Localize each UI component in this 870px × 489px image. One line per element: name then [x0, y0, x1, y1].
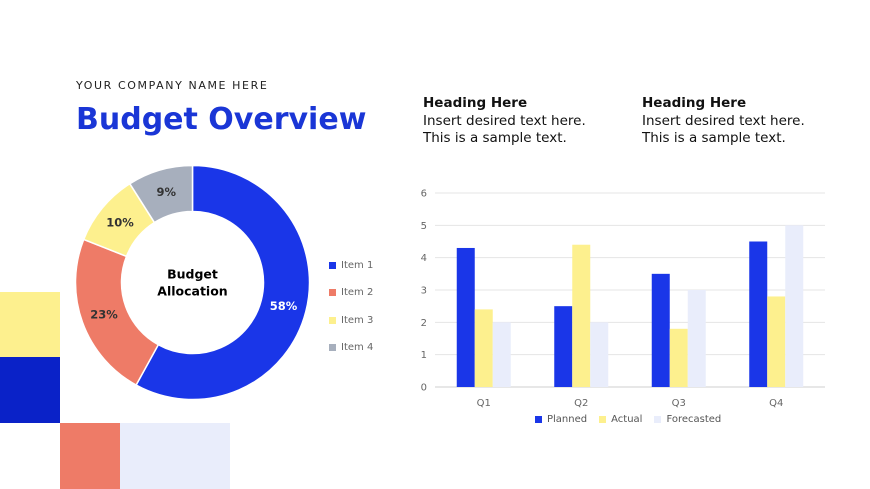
donut-data-label: 58%	[270, 299, 298, 313]
bar-legend: Planned Actual Forecasted	[535, 414, 733, 425]
x-tick-label: Q2	[574, 398, 588, 409]
legend-label: Item 4	[341, 342, 374, 354]
bar-forecasted	[785, 225, 804, 387]
bar-legend-item: Forecasted	[654, 414, 721, 425]
donut-legend-item: Item 3	[329, 307, 373, 334]
donut-slice	[128, 164, 194, 224]
legend-swatch	[329, 262, 336, 270]
donut-data-label: 10%	[106, 216, 134, 230]
bar-forecasted	[590, 322, 609, 387]
bar-actual	[572, 244, 591, 387]
legend-swatch	[599, 416, 607, 423]
donut-chart: 58% 23% 10% 9% Budget Allocation	[74, 164, 311, 401]
x-tick-label: Q1	[477, 398, 491, 409]
legend-label: Item 1	[341, 260, 374, 272]
x-tick-label: Q4	[769, 398, 783, 409]
company-name: YOUR COMPANY NAME HERE	[76, 79, 269, 92]
y-tick-label: 0	[421, 383, 427, 394]
decor-lavender-block	[120, 423, 230, 489]
text-block-line: This is a sample text.	[423, 130, 567, 146]
donut-legend-item: Item 1	[329, 252, 373, 279]
donut-data-label: 23%	[90, 307, 118, 321]
donut-center-label: Allocation	[157, 284, 227, 299]
text-block-1: Heading Here Insert desired text here. T…	[423, 95, 586, 148]
y-tick-label: 3	[421, 286, 427, 297]
bar-forecasted	[687, 290, 706, 387]
y-tick-label: 2	[421, 318, 427, 329]
bar-legend-item: Planned	[535, 414, 587, 425]
bar-planned	[554, 306, 573, 387]
y-tick-label: 6	[421, 189, 427, 200]
bar-forecasted	[492, 322, 511, 387]
bar-chart: 0 1 2 3 4 5 6 Q1 Q2 Q3 Q4	[421, 189, 825, 409]
donut-legend-item: Item 4	[329, 334, 373, 361]
text-block-2: Heading Here Insert desired text here. T…	[642, 95, 805, 148]
legend-swatch	[535, 416, 542, 423]
text-block-heading: Heading Here	[423, 95, 528, 111]
text-block-line: Insert desired text here.	[423, 112, 586, 129]
y-tick-label: 1	[421, 350, 427, 361]
bar-planned	[456, 247, 475, 387]
donut-center-label: Budget	[167, 267, 218, 282]
text-block-line: Insert desired text here.	[642, 112, 805, 129]
donut-data-label: 9%	[157, 185, 177, 199]
legend-swatch	[654, 416, 662, 423]
donut-legend-item: Item 2	[329, 279, 373, 306]
y-tick-label: 4	[421, 253, 427, 264]
legend-label: Item 2	[341, 287, 374, 299]
legend-swatch	[329, 344, 336, 352]
bar-actual	[767, 296, 786, 387]
text-block-heading: Heading Here	[642, 95, 747, 111]
donut-slice	[135, 164, 311, 401]
bar-actual	[669, 328, 688, 387]
donut-legend: Item 1 Item 2 Item 3 Item 4	[329, 252, 373, 361]
text-block-line: This is a sample text.	[642, 130, 786, 146]
legend-label: Item 3	[341, 314, 374, 326]
y-tick-label: 5	[421, 221, 427, 232]
x-tick-label: Q3	[672, 398, 686, 409]
legend-label: Actual	[611, 414, 643, 425]
decor-yellow-block	[0, 292, 60, 357]
legend-label: Planned	[547, 414, 588, 425]
bar-legend-item: Actual	[599, 414, 642, 425]
legend-label: Forecasted	[666, 414, 722, 425]
bar-planned	[749, 241, 768, 387]
legend-swatch	[329, 316, 336, 324]
decor-coral-block	[60, 423, 120, 489]
bar-actual	[474, 309, 493, 387]
page-title: Budget Overview	[76, 102, 367, 137]
bar-planned	[651, 273, 670, 387]
decor-blue-block	[0, 357, 60, 423]
legend-swatch	[329, 289, 336, 297]
